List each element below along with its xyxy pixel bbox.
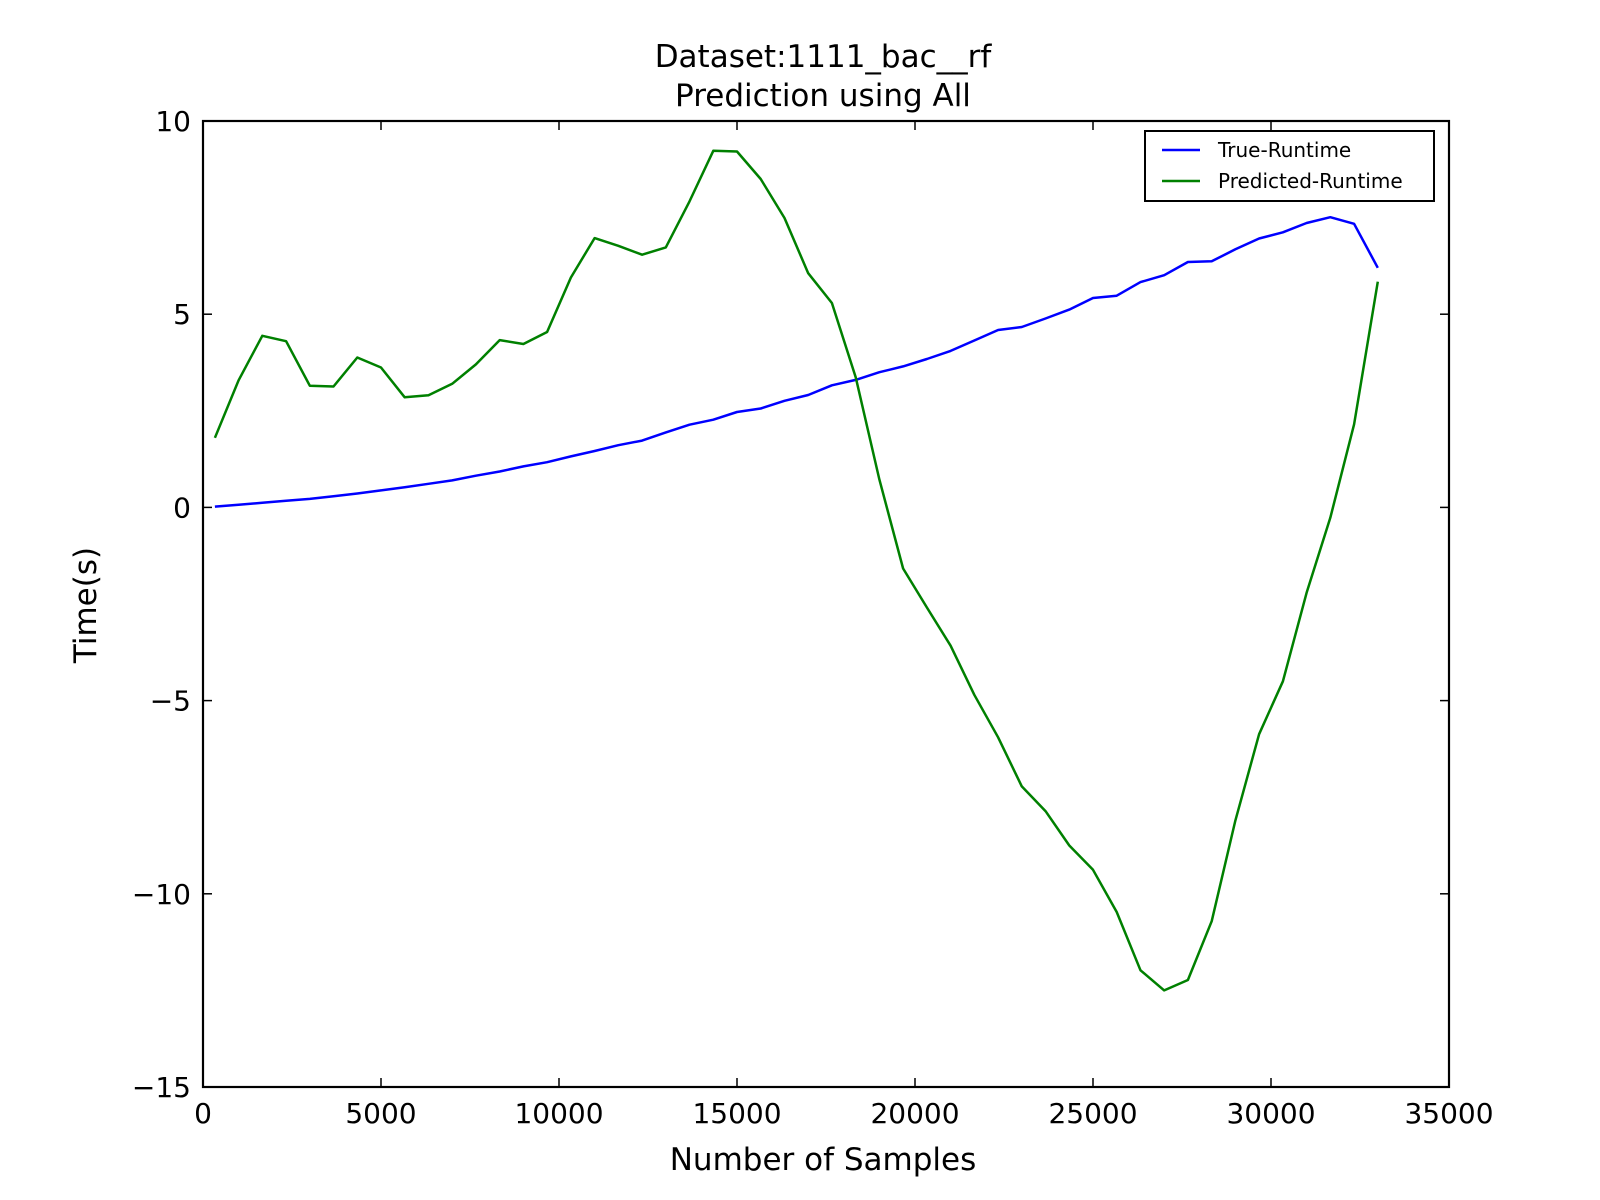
x-tick-label: 30000 xyxy=(1226,1097,1315,1130)
y-tick-label: −10 xyxy=(132,878,191,911)
x-tick-label: 35000 xyxy=(1404,1097,1493,1130)
x-tick-label: 25000 xyxy=(1048,1097,1137,1130)
y-tick-label: 5 xyxy=(173,298,191,331)
y-tick-label: 10 xyxy=(155,105,191,138)
plot-frame xyxy=(201,119,1451,1089)
legend-label-predicted-runtime: Predicted-Runtime xyxy=(1218,169,1403,193)
series-line-predicted-runtime xyxy=(213,149,1380,992)
x-tick-label: 15000 xyxy=(692,1097,781,1130)
series-line-true-runtime xyxy=(214,215,1379,508)
plot-lines xyxy=(213,149,1380,992)
y-tick-label: −5 xyxy=(150,685,191,718)
legend: True-Runtime Predicted-Runtime xyxy=(1144,130,1435,202)
x-tick-label: 5000 xyxy=(345,1097,416,1130)
axis-ticks: 0 5000 10000 15000 20000 25000 30000 35000 −15 −1… xyxy=(132,105,1494,1130)
legend-box xyxy=(1144,130,1435,202)
chart-title-line-2: Prediction using All xyxy=(675,78,971,114)
y-tick-label: −15 xyxy=(132,1071,191,1104)
x-tick-label: 10000 xyxy=(514,1097,603,1130)
x-tick-label: 0 xyxy=(194,1097,212,1130)
y-axis-label: Time(s) xyxy=(68,547,104,664)
chart-title-line-1: Dataset:1111_bac__rf xyxy=(655,39,993,75)
legend-label-true-runtime: True-Runtime xyxy=(1217,138,1351,162)
y-tick-label: 0 xyxy=(173,491,191,524)
x-axis-label: Number of Samples xyxy=(670,1142,977,1178)
x-tick-label: 20000 xyxy=(870,1097,959,1130)
